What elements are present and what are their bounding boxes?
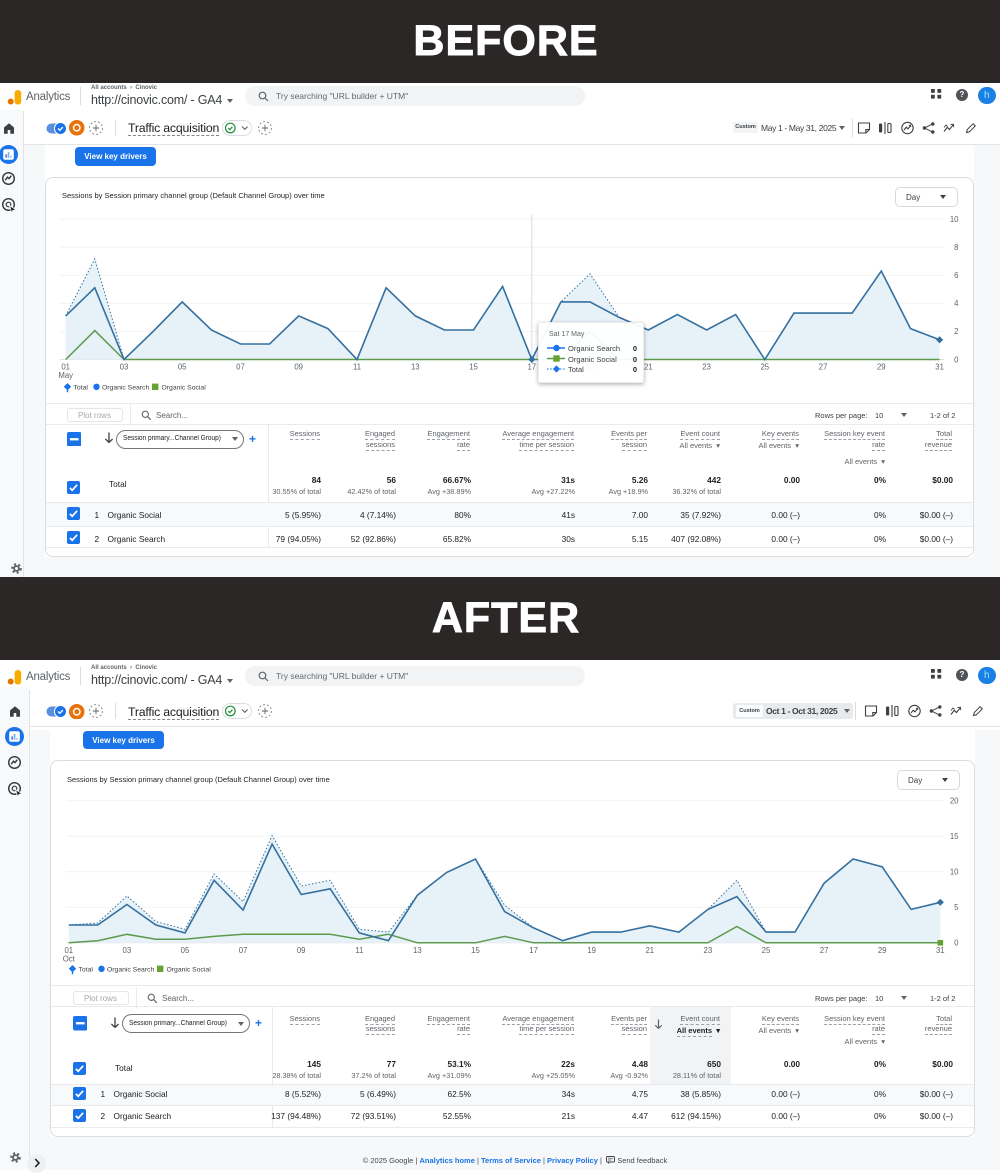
svg-text:15: 15: [950, 832, 959, 841]
svg-text:Organic Search: Organic Search: [107, 966, 154, 973]
svg-text:15: 15: [469, 363, 478, 372]
svg-text:29: 29: [878, 946, 887, 955]
svg-text:29: 29: [877, 363, 886, 372]
svg-text:Total: Total: [74, 385, 89, 392]
svg-text:27: 27: [819, 363, 828, 372]
svg-text:21: 21: [645, 946, 654, 955]
svg-text:07: 07: [239, 946, 248, 955]
svg-text:31: 31: [936, 946, 945, 955]
svg-text:25: 25: [760, 363, 769, 372]
svg-text:21: 21: [644, 363, 653, 372]
svg-text:25: 25: [762, 946, 771, 955]
svg-text:17: 17: [527, 363, 536, 372]
svg-text:6: 6: [954, 271, 958, 280]
svg-text:Organic Social: Organic Social: [162, 385, 207, 392]
svg-text:May: May: [58, 371, 73, 380]
svg-text:Oct: Oct: [63, 954, 76, 963]
svg-text:01: 01: [64, 946, 73, 955]
svg-text:09: 09: [297, 946, 306, 955]
svg-text:11: 11: [353, 363, 361, 372]
svg-text:0: 0: [954, 939, 959, 948]
svg-text:23: 23: [702, 363, 711, 372]
svg-text:Organic Search: Organic Search: [102, 385, 149, 392]
svg-text:09: 09: [294, 363, 303, 372]
svg-text:8: 8: [954, 243, 958, 252]
svg-text:2: 2: [954, 327, 958, 336]
svg-text:5: 5: [954, 903, 959, 912]
svg-text:11: 11: [355, 946, 363, 955]
svg-text:07: 07: [236, 363, 245, 372]
svg-text:01: 01: [61, 363, 70, 372]
svg-text:Organic Social: Organic Social: [167, 966, 212, 973]
svg-text:19: 19: [587, 946, 596, 955]
svg-text:05: 05: [181, 946, 190, 955]
svg-text:20: 20: [950, 797, 959, 806]
svg-text:31: 31: [935, 363, 944, 372]
svg-text:4: 4: [954, 299, 959, 308]
svg-text:27: 27: [820, 946, 829, 955]
svg-text:10: 10: [950, 215, 959, 224]
svg-text:05: 05: [178, 363, 187, 372]
svg-text:13: 13: [413, 946, 422, 955]
svg-text:10: 10: [950, 868, 959, 877]
svg-text:17: 17: [529, 946, 538, 955]
svg-text:23: 23: [704, 946, 713, 955]
svg-text:03: 03: [123, 946, 132, 955]
svg-text:13: 13: [411, 363, 420, 372]
svg-text:15: 15: [471, 946, 480, 955]
svg-text:Total: Total: [79, 966, 94, 973]
svg-text:0: 0: [954, 355, 959, 364]
svg-text:03: 03: [120, 363, 129, 372]
